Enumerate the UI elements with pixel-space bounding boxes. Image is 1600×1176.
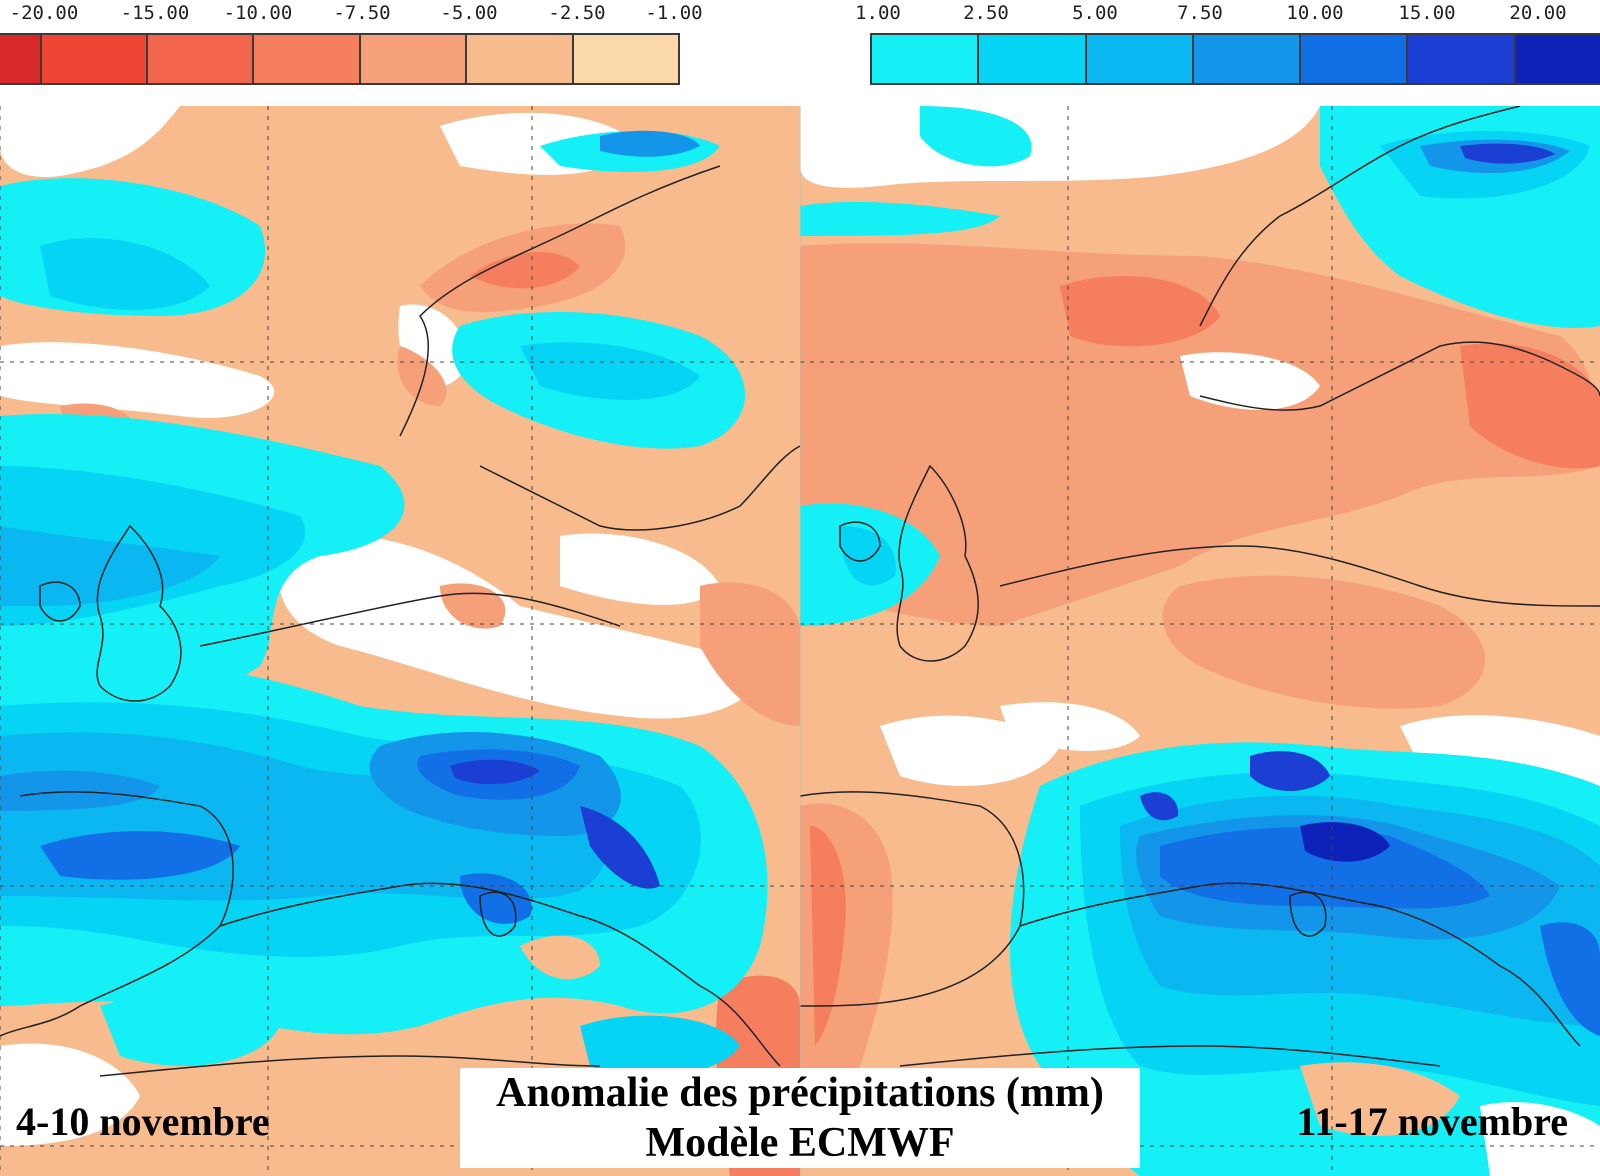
- legend-tick: 10.00: [1286, 2, 1344, 24]
- map-gridlines: [0, 106, 800, 1176]
- map-title: Anomalie des précipitations (mm) Modèle …: [460, 1068, 1140, 1168]
- map-area-dry: [810, 826, 846, 1046]
- coastline: [199, 592, 621, 647]
- legend-tick: 2.50: [963, 2, 1009, 24]
- legend-swatch: [39, 35, 147, 83]
- legend-swatch: [1513, 35, 1600, 83]
- map-area-wet: [1250, 751, 1330, 791]
- legend-swatch: [571, 35, 679, 83]
- legend-swatch: [465, 35, 572, 83]
- coastline: [96, 524, 182, 702]
- coastline: [839, 521, 881, 562]
- map-area-wet: [0, 526, 220, 606]
- legend-positive: 1.00 2.50 5.00 7.50 10.00 15.00 20.00: [855, 0, 1600, 92]
- map-area-neutral: [0, 1043, 140, 1146]
- coastline: [99, 1055, 601, 1077]
- map-area-dry: [520, 935, 600, 980]
- precip-anomaly-map-right: [800, 106, 1600, 1176]
- period-label-right: 11-17 novembre: [1296, 1099, 1568, 1144]
- map-area-wet: [600, 130, 700, 157]
- map-area-wet: [1300, 822, 1390, 862]
- map-area-neutral: [1000, 702, 1140, 751]
- map-area-wet: [580, 806, 660, 889]
- coastline: [1199, 341, 1600, 411]
- legend-swatch: [1084, 35, 1192, 83]
- legend-swatch: [872, 35, 978, 83]
- legend-tick: 7.50: [1177, 2, 1223, 24]
- legend-tick: -2.50: [548, 2, 606, 24]
- precip-anomaly-map-left: [0, 106, 800, 1176]
- map-area-wet: [800, 201, 1000, 236]
- map-area-neutral: [560, 533, 720, 605]
- legend-negative: -20.00 -15.00 -10.00 -7.50 -5.00 -2.50 -…: [0, 0, 703, 92]
- map-area-wet: [580, 1015, 740, 1077]
- coastline: [999, 545, 1600, 607]
- coastline: [399, 165, 721, 437]
- coastline: [1289, 891, 1327, 937]
- legend-tick: -15.00: [120, 2, 190, 24]
- legend-negative-ticks: -20.00 -15.00 -10.00 -7.50 -5.00 -2.50 -…: [0, 2, 703, 28]
- coastline: [0, 791, 234, 1037]
- map-area-neutral: [0, 106, 180, 177]
- legend-negative-colorbar: [0, 33, 680, 85]
- map-area-wet: [0, 770, 160, 811]
- coastline: [219, 882, 781, 1067]
- title-line-2: Modèle ECMWF: [645, 1120, 955, 1166]
- legend-swatch: [1299, 35, 1407, 83]
- coastline: [39, 581, 81, 622]
- legend-swatch: [146, 35, 253, 83]
- coastline: [479, 445, 800, 531]
- map-area-wet: [1160, 827, 1490, 909]
- legend-tick: -7.50: [333, 2, 391, 24]
- legend-swatch: [252, 35, 359, 83]
- map-area-dry: [1162, 575, 1485, 709]
- map-area-wet: [450, 759, 540, 785]
- coastline: [899, 1045, 1441, 1067]
- legend-tick: -10.00: [223, 2, 293, 24]
- coastline: [1199, 106, 1521, 327]
- map-area-neutral: [1180, 352, 1320, 410]
- legend-swatch: [0, 35, 40, 83]
- map-area-wet: [1460, 143, 1555, 164]
- legend-tick: -1.00: [645, 2, 703, 24]
- map-area-dry: [1300, 1062, 1460, 1136]
- map-panel-left: [0, 106, 800, 1176]
- map-area-wet: [1540, 922, 1600, 1036]
- map-area-wet: [920, 106, 1032, 167]
- map-area-neutral: [0, 342, 275, 418]
- map-area-wet: [520, 342, 700, 400]
- coastline: [1019, 882, 1581, 1047]
- title-line-1: Anomalie des précipitations (mm): [496, 1070, 1104, 1116]
- legend-tick: 15.00: [1398, 2, 1456, 24]
- map-area-wet: [1140, 792, 1179, 821]
- map-area-wet: [40, 831, 240, 880]
- map-area-dry: [800, 243, 1600, 626]
- map-area-wet: [40, 238, 210, 310]
- coastline: [896, 464, 979, 662]
- legend-swatch: [977, 35, 1085, 83]
- legend-tick: 20.00: [1509, 2, 1567, 24]
- coastline: [479, 891, 517, 937]
- coastline: [800, 791, 1025, 1007]
- legend-swatch: [1406, 35, 1514, 83]
- map-area-wet: [100, 995, 280, 1066]
- legend-swatch: [1191, 35, 1300, 83]
- map-area-dry: [397, 346, 447, 406]
- period-label-left: 4-10 novembre: [16, 1099, 270, 1144]
- legend-tick: -5.00: [440, 2, 498, 24]
- map-area-dry: [1460, 343, 1600, 469]
- map-area-dry: [1060, 276, 1220, 347]
- legend-tick: -20.00: [9, 2, 79, 24]
- legend-swatch: [358, 35, 466, 83]
- legend-tick: 5.00: [1072, 2, 1118, 24]
- map-panel-right: [800, 106, 1600, 1176]
- map-area-neutral: [1480, 1102, 1600, 1176]
- map-area-dry: [470, 252, 580, 289]
- map-area-neutral: [279, 534, 760, 719]
- map-area-dry: [700, 582, 800, 726]
- legend-tick: 1.00: [855, 2, 901, 24]
- legend-positive-ticks: 1.00 2.50 5.00 7.50 10.00 15.00 20.00: [855, 2, 1600, 28]
- legend-positive-colorbar: [870, 33, 1600, 85]
- map-area-wet: [840, 526, 896, 586]
